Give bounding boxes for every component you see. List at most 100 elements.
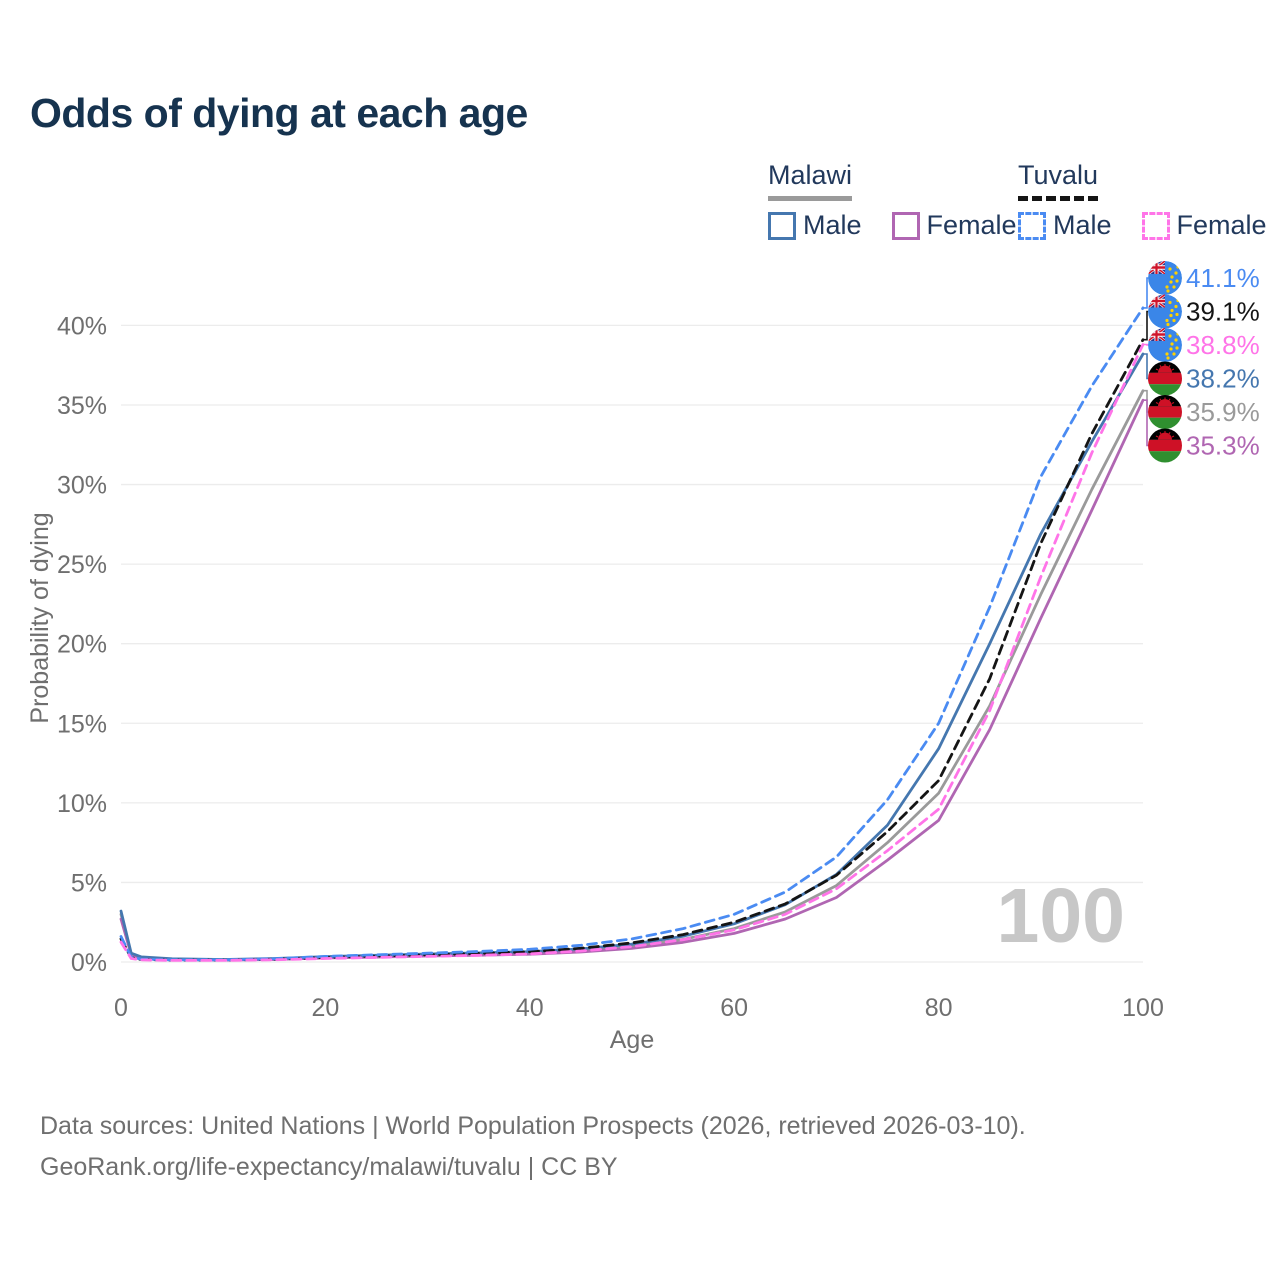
end-label-connector-3 (1143, 343, 1148, 346)
series-line-malawi-male[interactable] (119, 352, 1145, 961)
legend-country-malawi[interactable]: Malawi (768, 160, 853, 201)
end-label-connector-1 (1143, 277, 1148, 309)
x-axis-title: Age (610, 1026, 654, 1054)
tuvalu-star (1176, 265, 1180, 269)
legend-swatch-tuvalu-male[interactable] (1018, 211, 1046, 240)
legend-swatch-malawi-female[interactable] (891, 211, 920, 240)
series-line-tuvalu-male[interactable] (119, 306, 1145, 962)
tuvalu-star (1170, 342, 1174, 346)
malawi-green-stripe (1148, 417, 1182, 429)
tuvalu-star (1166, 322, 1170, 327)
x-tick-100: 100 (1122, 994, 1164, 1022)
tuvalu-star (1165, 352, 1169, 356)
malawi-red-stripe (1148, 439, 1182, 452)
y-tick-10%: 10% (57, 790, 107, 818)
union-jack-canton (1148, 261, 1165, 274)
malawi-rising-sun (1158, 432, 1172, 440)
legend-label-tuvalu-male: Male (1053, 210, 1112, 240)
tuvalu-star (1174, 338, 1178, 342)
y-tick-25%: 25% (57, 551, 107, 579)
watermark-age-100: 100 (997, 873, 1125, 959)
flag-tuvalu-icon (1148, 328, 1182, 362)
x-tick-20: 20 (311, 994, 339, 1022)
x-tick-60: 60 (720, 994, 748, 1022)
y-tick-20%: 20% (57, 631, 107, 659)
y-tick-35%: 35% (57, 392, 107, 420)
tuvalu-star (1166, 289, 1170, 293)
legend-label-malawi-male: Male (803, 210, 862, 240)
flag-art (1148, 294, 1182, 329)
legend-item-tuvalu-female[interactable]: Female (1141, 210, 1267, 241)
tuvalu-star (1169, 313, 1173, 318)
data-source-line: Data sources: United Nations | World Pop… (40, 1112, 1026, 1140)
union-jack-canton (1148, 328, 1165, 341)
legend-row-tuvalu: Male Female (1018, 210, 1267, 241)
tuvalu-star (1168, 267, 1172, 271)
malawi-green-stripe (1148, 451, 1182, 463)
tuvalu-star (1172, 318, 1176, 323)
tuvalu-star (1174, 304, 1178, 309)
malawi-green-stripe (1148, 384, 1182, 396)
y-tick-5%: 5% (71, 869, 107, 897)
y-tick-0%: 0% (71, 949, 107, 977)
malawi-red-stripe (1148, 406, 1182, 418)
page-title: Odds of dying at each age (30, 90, 528, 136)
y-tick-40%: 40% (57, 312, 107, 340)
tuvalu-star (1165, 285, 1169, 289)
malawi-rising-sun (1158, 365, 1172, 373)
x-tick-0: 0 (114, 994, 128, 1022)
series-line-tuvalu-female[interactable] (119, 343, 1145, 962)
legend-swatch-malawi-male[interactable] (768, 211, 796, 240)
tuvalu-star (1175, 312, 1179, 317)
flag-art (1148, 361, 1182, 396)
tuvalu-star (1170, 275, 1174, 279)
tuvalu-star (1169, 280, 1173, 284)
flag-malawi-icon (1148, 361, 1182, 396)
legend-item-malawi-male[interactable]: Male (768, 210, 862, 241)
chart-footer: Data sources: United Nations | World Pop… (40, 1106, 1026, 1188)
tuvalu-star (1172, 352, 1176, 356)
tuvalu-star (1174, 271, 1178, 275)
legend-row-malawi: Male Female (768, 210, 1017, 241)
tuvalu-star (1172, 285, 1176, 289)
legend-item-tuvalu-male[interactable]: Male (1018, 210, 1112, 241)
flag-art (1148, 395, 1182, 429)
legend-country-tuvalu[interactable]: Tuvalu (1018, 160, 1099, 201)
flag-malawi-icon (1148, 428, 1182, 463)
tuvalu-star (1176, 332, 1180, 336)
tuvalu-star (1166, 356, 1170, 360)
x-tick-40: 40 (516, 994, 544, 1022)
flag-malawi-icon (1148, 395, 1182, 429)
malawi-sun-rays (1155, 431, 1175, 438)
y-tick-30%: 30% (57, 472, 107, 500)
x-tick-80: 80 (925, 994, 953, 1022)
malawi-sun-rays (1155, 364, 1175, 371)
tuvalu-star (1168, 334, 1172, 338)
tuvalu-star (1165, 318, 1169, 323)
y-axis-title: Probability of dying (26, 512, 54, 723)
end-label-malawi-both-sexes: 35.9% (1186, 397, 1260, 427)
end-label-connector-2 (1143, 310, 1148, 341)
series-line-tuvalu-both-sexes[interactable] (119, 338, 1145, 962)
flag-tuvalu-icon (1148, 261, 1182, 295)
tuvalu-star (1176, 298, 1180, 303)
legend-group-tuvalu: Tuvalu Male Female (1018, 160, 1267, 241)
legend-label-malawi-female: Female (926, 210, 1017, 240)
legend-label-tuvalu-female: Female (1176, 210, 1267, 240)
end-label-tuvalu-female: 38.8% (1186, 330, 1260, 360)
tuvalu-star (1175, 346, 1179, 350)
tuvalu-star (1169, 347, 1173, 351)
attribution-line: GeoRank.org/life-expectancy/malawi/tuval… (40, 1153, 618, 1181)
y-tick-15%: 15% (57, 710, 107, 738)
end-label-connector-6 (1143, 399, 1148, 447)
union-jack-canton (1148, 294, 1165, 308)
end-label-connector-4 (1143, 353, 1148, 380)
tuvalu-star (1175, 279, 1179, 283)
legend-item-malawi-female[interactable]: Female (891, 210, 1017, 241)
end-label-tuvalu-male: 41.1% (1186, 263, 1260, 293)
flag-art (1148, 261, 1182, 295)
malawi-rising-sun (1158, 399, 1172, 407)
legend-swatch-tuvalu-female[interactable] (1141, 211, 1170, 240)
flag-art (1148, 428, 1182, 463)
